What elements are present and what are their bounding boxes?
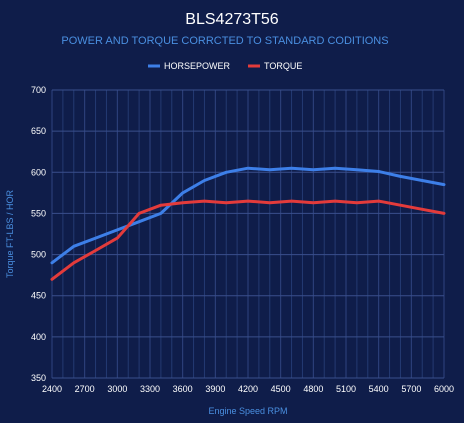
y-axis-label: Torque FT-LBS / HOR [5, 189, 15, 278]
legend: HORSEPOWER TORQUE [148, 61, 302, 71]
y-tick-label: 700 [31, 85, 46, 95]
chart-subtitle: POWER AND TORQUE CORRCTED TO STANDARD CO… [61, 35, 388, 47]
x-tick-label: 3300 [140, 384, 160, 394]
y-tick-label: 450 [31, 291, 46, 301]
x-tick-label: 5700 [401, 384, 421, 394]
grid [51, 89, 445, 379]
y-tick-label: 500 [31, 250, 46, 260]
x-axis-ticks: 2400 2700 3000 3300 3600 3900 4200 4500 4800 5100… [42, 384, 454, 394]
y-tick-label: 550 [31, 208, 46, 218]
x-tick-label: 4500 [271, 384, 291, 394]
x-tick-label: 5400 [369, 384, 389, 394]
x-tick-label: 2700 [75, 384, 95, 394]
x-tick-label: 5100 [336, 384, 356, 394]
legend-label-torque: TORQUE [264, 61, 302, 71]
x-tick-label: 6000 [434, 384, 454, 394]
x-tick-label: 3000 [107, 384, 127, 394]
x-tick-label: 4200 [238, 384, 258, 394]
x-tick-label: 3900 [205, 384, 225, 394]
y-tick-label: 650 [31, 126, 46, 136]
y-axis-ticks: 350 400 450 500 550 600 650 700 [31, 85, 46, 383]
series-lines [50, 166, 446, 281]
y-tick-label: 600 [31, 167, 46, 177]
y-tick-label: 400 [31, 332, 46, 342]
series-line-horsepower [50, 166, 446, 265]
chart-title: BLS4273T56 [185, 11, 279, 28]
y-tick-label: 350 [31, 373, 46, 383]
series-line-torque [50, 199, 446, 281]
x-axis-label: Engine Speed RPM [208, 406, 287, 416]
legend-label-horsepower: HORSEPOWER [164, 61, 231, 71]
x-tick-label: 4800 [303, 384, 323, 394]
x-tick-label: 3600 [173, 384, 193, 394]
x-tick-label: 2400 [42, 384, 62, 394]
